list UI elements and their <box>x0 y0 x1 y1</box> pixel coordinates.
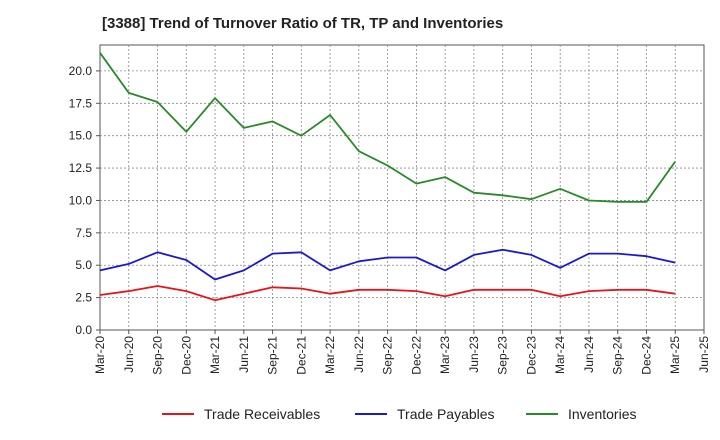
x-tick-label: Mar-22 <box>323 336 337 374</box>
legend-label-trade-receivables: Trade Receivables <box>204 406 320 422</box>
y-tick-label: 0.0 <box>75 323 92 337</box>
x-tick-label: Mar-24 <box>553 336 567 374</box>
x-tick-label: Jun-21 <box>237 336 251 373</box>
x-tick-label: Sep-21 <box>266 336 280 375</box>
y-tick-label: 20.0 <box>69 64 93 78</box>
x-tick-label: Sep-23 <box>496 336 510 375</box>
legend-label-trade-payables: Trade Payables <box>397 406 495 422</box>
series-line-inventories <box>99 52 676 203</box>
x-tick-label: Dec-23 <box>524 336 538 375</box>
x-tick-label: Dec-20 <box>179 336 193 375</box>
x-tick-label: Dec-24 <box>639 336 653 375</box>
y-tick-label: 5.0 <box>75 258 92 272</box>
x-tick-label: Jun-20 <box>122 336 136 373</box>
x-tick-label: Jun-24 <box>582 336 596 373</box>
plot-area <box>99 44 705 331</box>
x-tick-label: Sep-22 <box>381 336 395 375</box>
x-tick-label: Mar-23 <box>438 336 452 374</box>
x-tick-label: Mar-20 <box>93 336 107 374</box>
series-line-trade-receivables <box>99 285 676 302</box>
y-tick-label: 7.5 <box>75 226 92 240</box>
x-tick-label: Dec-22 <box>409 336 423 375</box>
y-tick-label: 10.0 <box>69 193 93 207</box>
x-tick-label: Dec-21 <box>294 336 308 375</box>
x-tick-label: Mar-25 <box>668 336 682 374</box>
y-tick-label: 17.5 <box>69 96 93 110</box>
y-tick-label: 2.5 <box>75 291 92 305</box>
chart-title: [3388] Trend of Turnover Ratio of TR, TP… <box>102 15 504 32</box>
legend-label-inventories: Inventories <box>568 406 636 422</box>
x-tick-label: Sep-20 <box>151 336 165 375</box>
y-tick-label: 12.5 <box>69 161 93 175</box>
x-tick-label: Mar-21 <box>208 336 222 374</box>
x-tick-label: Jun-25 <box>697 336 711 373</box>
x-tick-label: Jun-23 <box>467 336 481 373</box>
x-tick-label: Sep-24 <box>611 336 625 375</box>
series-line-trade-payables <box>99 248 676 281</box>
x-tick-label: Jun-22 <box>352 336 366 373</box>
y-tick-label: 15.0 <box>69 129 93 143</box>
